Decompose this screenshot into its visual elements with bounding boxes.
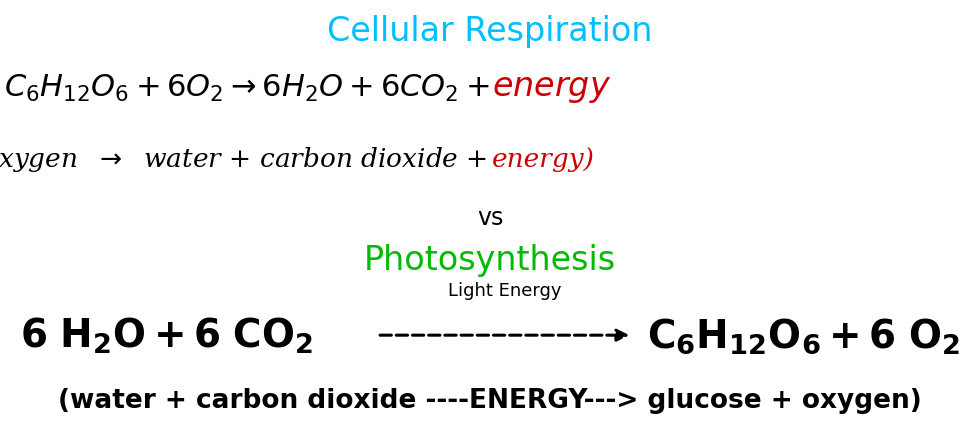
Text: Light Energy: Light Energy (448, 281, 562, 299)
Text: Photosynthesis: Photosynthesis (364, 244, 616, 276)
Text: energy): energy) (492, 147, 595, 172)
Text: Cellular Respiration: Cellular Respiration (327, 15, 653, 48)
Text: $C_6H_{12}O_6 + 6O_2 \rightarrow 6H_2O + 6CO_2 + $: $C_6H_{12}O_6 + 6O_2 \rightarrow 6H_2O +… (5, 73, 490, 104)
Text: vs: vs (477, 205, 503, 229)
Text: $\mathbf{C_6H_{12}O_6 + 6\ O_2}$: $\mathbf{C_6H_{12}O_6 + 6\ O_2}$ (647, 316, 960, 355)
Text: $\mathit{energy}$: $\mathit{energy}$ (492, 72, 612, 104)
Text: (glucose + oxygen  $\rightarrow$  water + carbon dioxide +: (glucose + oxygen $\rightarrow$ water + … (0, 144, 490, 174)
Text: $\mathbf{6\ H_2O + 6\ CO_2}$: $\mathbf{6\ H_2O + 6\ CO_2}$ (20, 315, 313, 356)
Text: (water + carbon dioxide ----ENERGY---> glucose + oxygen): (water + carbon dioxide ----ENERGY---> g… (58, 387, 922, 413)
